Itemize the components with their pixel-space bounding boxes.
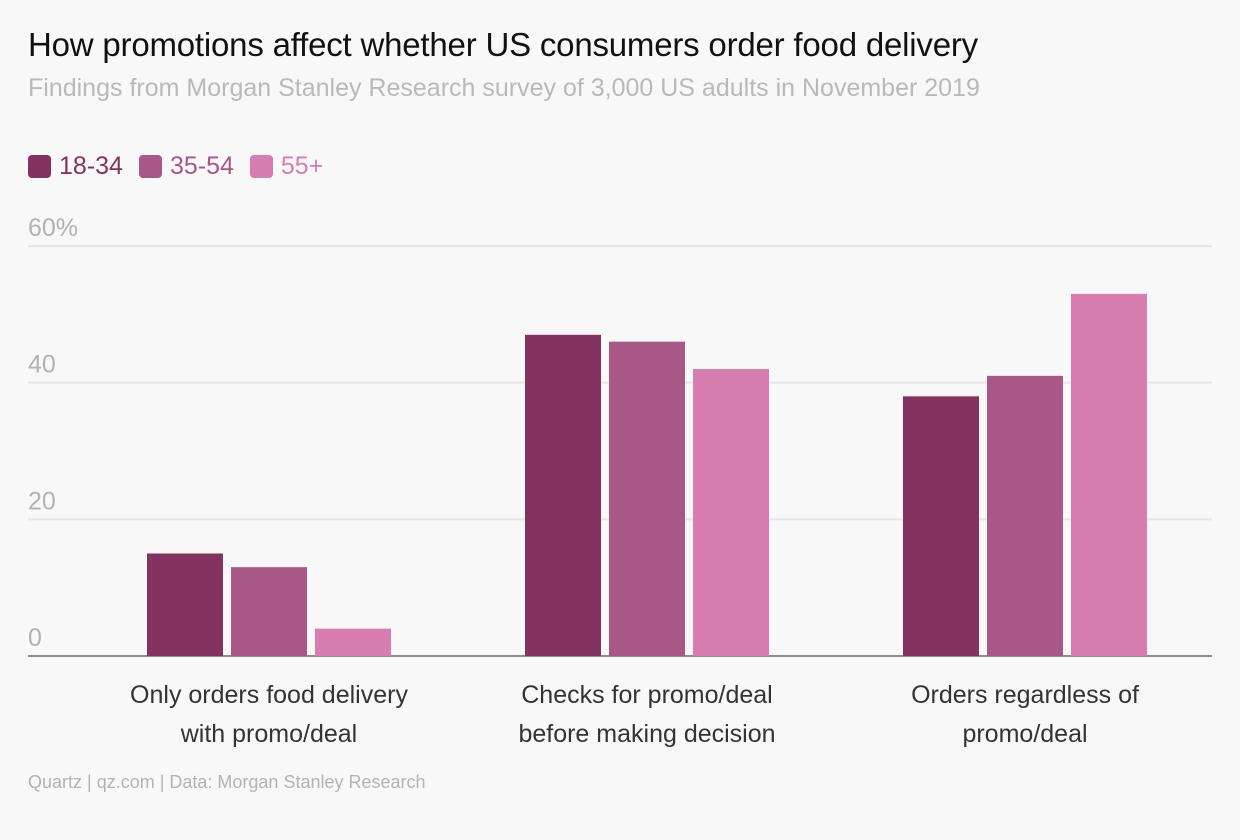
bar-18-34-cat2 <box>903 396 979 656</box>
legend-swatch <box>28 155 51 178</box>
source-note: Quartz | qz.com | Data: Morgan Stanley R… <box>28 772 426 792</box>
bar-35-54-cat0 <box>231 567 307 656</box>
legend-label: 18-34 <box>59 152 123 180</box>
bar-35-54-cat1 <box>609 341 685 656</box>
chart-title: How promotions affect whether US consume… <box>28 26 978 63</box>
legend-item-18-34: 18-34 <box>28 152 123 181</box>
bar-18-34-cat0 <box>147 553 223 656</box>
category-labels: Only orders food delivery with promo/deal… <box>130 681 1139 748</box>
legend-label: 35-54 <box>169 152 234 180</box>
y-tick-label: 60% <box>28 214 78 242</box>
x-category-label: promo/deal <box>962 720 1087 748</box>
x-category-label: with promo/deal <box>180 720 357 748</box>
x-category-label: Orders regardless of <box>911 681 1139 709</box>
legend-item-35-54: 35-54 <box>138 152 234 181</box>
legend-swatch <box>249 155 273 178</box>
legend-label: 55+ <box>280 152 324 180</box>
y-tick-label: 0 <box>28 624 42 652</box>
x-category-label: Only orders food delivery <box>130 681 408 709</box>
legend-swatch <box>138 155 162 178</box>
x-category-label: Checks for promo/deal <box>521 681 773 709</box>
bar-18-34-cat1 <box>525 334 601 656</box>
bar-35-54-cat2 <box>987 375 1063 656</box>
bars <box>147 293 1147 656</box>
x-category-label: before making decision <box>518 720 775 748</box>
y-tick-label: 40 <box>28 351 56 379</box>
legend: 18-34 35-54 55+ <box>28 152 323 181</box>
y-tick-label: 20 <box>28 487 56 515</box>
legend-item-55-plus: 55+ <box>249 152 324 181</box>
bar-55-plus-cat1 <box>693 369 769 656</box>
bar-55-plus-cat2 <box>1071 293 1147 656</box>
chart-subtitle: Findings from Morgan Stanley Research su… <box>28 74 980 102</box>
bar-55-plus-cat0 <box>315 628 391 656</box>
